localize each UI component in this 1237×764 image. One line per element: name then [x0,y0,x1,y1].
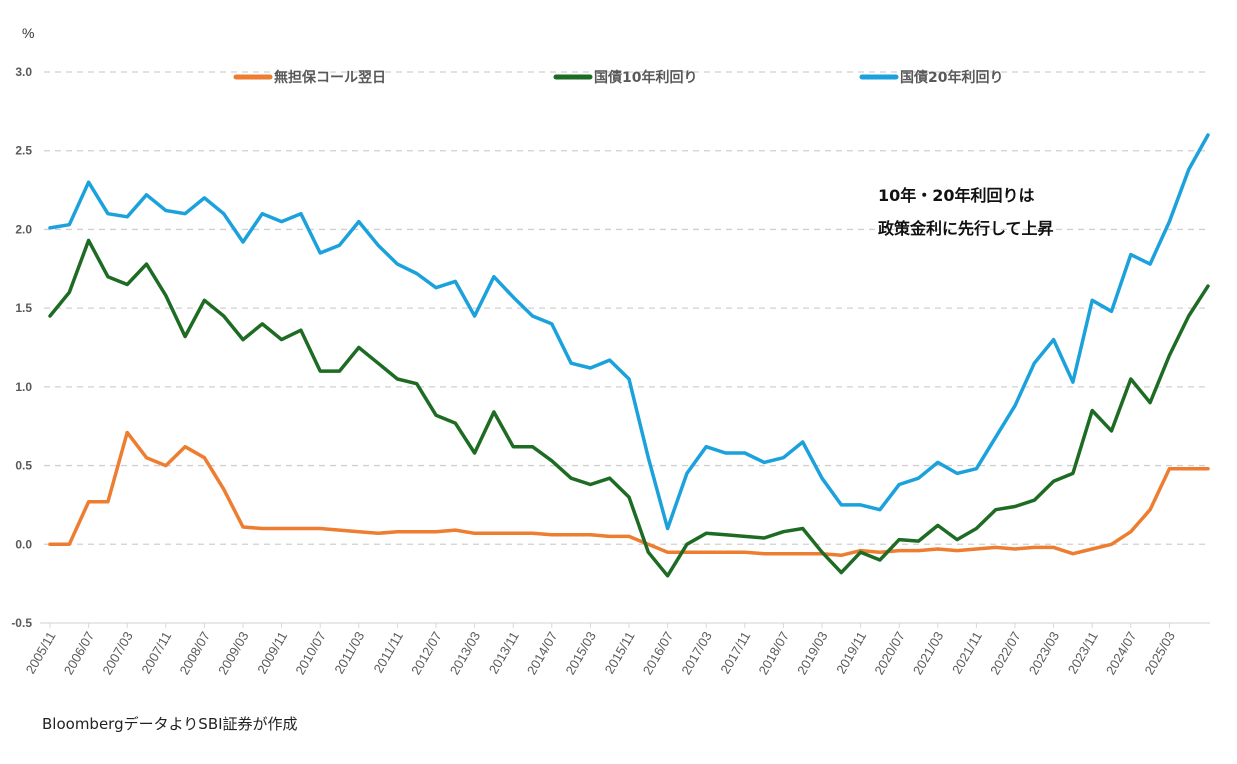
x-tick-label: 2023/03 [1026,629,1062,677]
x-tick-label: 2023/11 [1065,629,1101,676]
x-tick-label: 2025/03 [1142,629,1178,677]
x-tick-label: 2009/11 [254,629,290,676]
y-tick-label: 1.5 [15,301,32,315]
x-tick-label: 2007/11 [138,629,174,676]
x-tick-label: 2017/11 [717,629,753,676]
y-unit-label: % [22,25,34,41]
x-tick-label: 2007/03 [99,629,135,677]
x-tick-label: 2014/07 [524,629,560,677]
x-tick-label: 2012/07 [408,629,444,677]
x-tick-label: 2011/03 [331,629,367,676]
y-tick-label: 3.0 [15,65,32,79]
legend: 無担保コール翌日 国債10年利回り 国債20年利回り [233,69,1003,86]
x-tick-label: 2017/03 [678,629,714,677]
x-tick-label: 2022/07 [987,629,1023,677]
x-tick-label: 2021/03 [910,629,946,677]
y-tick-label: 2.0 [15,222,32,236]
x-tick-label: 2008/07 [177,629,213,677]
x-tick-label: 2011/11 [370,629,406,676]
y-tick-label: -0.5 [11,616,32,630]
x-tick-label: 2005/11 [23,629,59,676]
x-tick-label: 2015/03 [563,629,599,677]
annotation-line-1: 10年・20年利回りは [878,186,1035,205]
series-lines [48,133,1210,578]
legend-item: 国債20年利回り [859,69,1003,86]
gridlines [44,71,1210,545]
x-axis: 2005/11 2006/07 2007/03 2007/11 2008/07 2009/… [23,622,1210,677]
x-tick-label: 2021/11 [949,629,985,676]
x-tick-label: 2009/03 [215,629,251,677]
legend-label: 無担保コール翌日 [274,69,386,86]
x-tick-label: 2010/07 [292,629,328,677]
y-tick-label: 2.5 [15,144,32,158]
legend-item: 無担保コール翌日 [233,69,386,86]
x-tick-label: 2019/11 [833,629,869,676]
legend-label: 国債10年利回り [594,69,697,86]
x-tick-label: 2016/07 [640,629,676,677]
y-axis-ticks: 3.0 2.5 2.0 1.5 1.0 0.5 0.0 -0.5 [11,65,32,630]
x-tick-label: 2006/07 [61,629,97,677]
legend-label: 国債20年利回り [900,69,1003,86]
series-line-1 [48,430,1210,558]
x-tick-label: 2020/07 [871,629,907,677]
y-tick-label: 1.0 [15,380,32,394]
y-tick-label: 0.5 [15,459,32,473]
annotation-line-2: 政策金利に先行して上昇 [878,219,1054,238]
x-tick-label: 2013/11 [486,629,522,676]
legend-item: 国債10年利回り [553,69,697,86]
x-tick-label: 2013/03 [447,629,483,677]
x-tick-label: 2019/03 [794,629,830,677]
series-line-3 [48,133,1210,531]
series-line-2 [48,238,1210,578]
x-tick-label: 2018/07 [756,629,792,677]
source-note: BloombergデータよりSBI証券が作成 [42,715,298,733]
x-tick-label: 2024/07 [1103,629,1139,677]
x-tick-label: 2015/11 [602,629,638,676]
y-tick-label: 0.0 [15,537,32,551]
